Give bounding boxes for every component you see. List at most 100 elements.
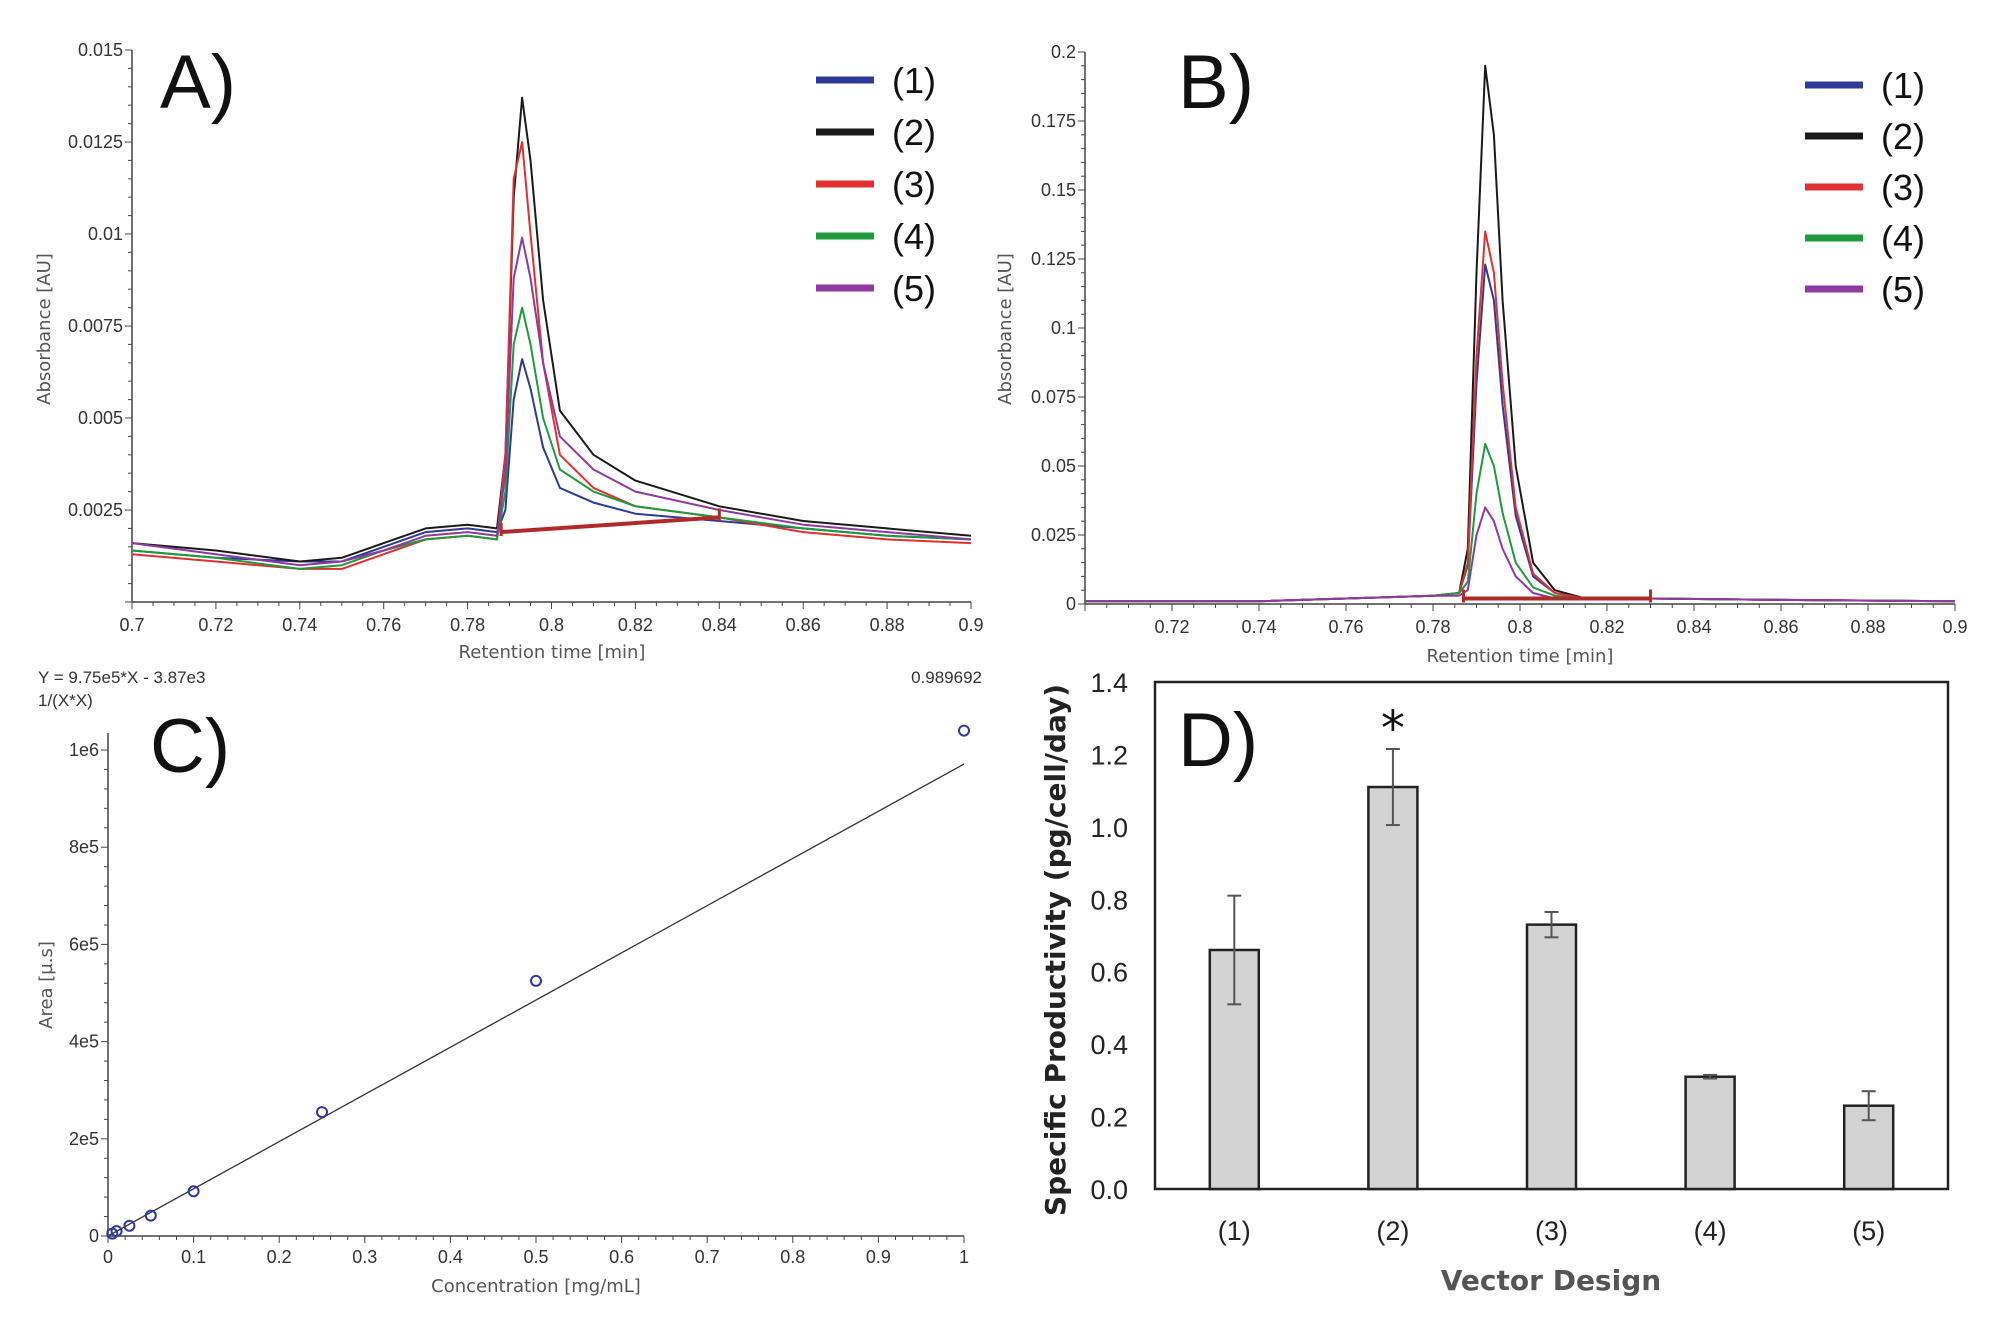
data-point [316,1106,328,1119]
y-tick-label: 0.1 [1051,318,1076,338]
x-tick-label: 0.72 [198,615,233,635]
y-tick-label: 0.0025 [68,500,123,520]
y-tick-label: 0.005 [78,408,123,428]
y-tick-label: 0.4 [1090,1030,1128,1060]
y-tick-label: 0.025 [1031,525,1076,545]
x-tick-label: 0.76 [1328,617,1363,637]
series-line-5 [131,236,972,567]
fit-r-value: 0.989692 [911,668,982,687]
legend-label: (4) [892,216,936,257]
x-tick-label: 0.84 [702,615,737,635]
y-tick-label: 0.015 [78,40,123,60]
legend-label: (2) [892,112,936,153]
x-tick-label: 0.86 [786,615,821,635]
x-tick-label: 0.8 [539,615,564,635]
y-tick-label: 0.125 [1031,249,1076,269]
panel-letter-a: A) [160,40,236,125]
x-tick-label: 1 [959,1247,969,1267]
x-tick-label: 0.8 [1507,617,1532,637]
y-tick-label: 0.05 [1041,456,1076,476]
legend-label: (1) [892,60,936,101]
x-tick-label: 0.78 [1415,617,1450,637]
panel-b: B) Retention time [min] Absorbance [AU] … [995,40,1968,667]
data-point [530,974,542,987]
x-tick-label: (1) [1218,1216,1251,1246]
x-tick-label: 0.6 [609,1247,634,1267]
x-tick-label: (3) [1535,1216,1568,1246]
x-tick-label: 0.9 [1942,617,1967,637]
y-tick-label: 2e5 [69,1129,99,1149]
legend-label: (4) [1881,218,1925,259]
bar-4 [1684,1075,1736,1191]
x-tick-label: 0.82 [1589,617,1624,637]
bar-2 [1367,785,1419,1191]
y-tick-label: 0.0125 [68,132,123,152]
panel-d: D) Vector Design Specific Productivity (… [1039,668,1950,1297]
x-tick-label: 0.84 [1676,617,1711,637]
x-axis-title-d: Vector Design [1441,1264,1661,1297]
y-tick-label: 4e5 [69,1032,99,1052]
data-point [123,1219,136,1232]
x-tick-label: 0.72 [1154,617,1189,637]
x-tick-label: 0.1 [181,1247,206,1267]
x-tick-label: 0.88 [870,615,905,635]
fit-line [107,763,965,1237]
y-tick-label: 0.075 [1031,387,1076,407]
panel-letter-d: D) [1178,698,1258,783]
y-tick-label: 1e6 [69,740,99,760]
y-tick-label: 1.2 [1090,740,1128,770]
x-tick-label: (2) [1376,1216,1409,1246]
x-tick-label: 0.7 [695,1247,720,1267]
y-axis-title-c: Area [µ.s] [36,941,57,1029]
x-tick-label: 0.78 [450,615,485,635]
x-tick-label: 0.3 [352,1247,377,1267]
y-axis-title-d: Specific Productivity (pg/cell/day) [1039,684,1072,1216]
panel-letter-c: C) [150,704,230,789]
y-tick-label: 0.175 [1031,111,1076,131]
legend-label: (1) [1881,65,1925,106]
x-tick-label: 0.5 [523,1247,548,1267]
x-tick-label: 0.7 [119,615,144,635]
panel-a: A) Retention time [min] Absorbance [AU] … [34,40,984,663]
y-tick-label: 1.4 [1090,668,1128,698]
legend-label: (2) [1881,116,1925,157]
x-tick-label: 0.74 [282,615,317,635]
y-tick-label: 0 [89,1226,99,1246]
x-axis-title-b: Retention time [min] [1427,646,1614,667]
data-point [110,1225,123,1238]
y-tick-label: 1.0 [1090,813,1128,843]
x-tick-label: 0.86 [1763,617,1798,637]
x-tick-label: 0.2 [267,1247,292,1267]
x-tick-label: 0.88 [1850,617,1885,637]
x-axis-title-c: Concentration [mg/mL] [431,1276,641,1297]
y-tick-label: 0 [1066,594,1076,614]
x-tick-label: 0.9 [866,1247,891,1267]
y-tick-label: 0.0075 [68,316,123,336]
x-tick-label: 0.9 [958,615,983,635]
data-point [187,1185,200,1198]
x-tick-label: (4) [1694,1216,1727,1246]
y-tick-label: 0.15 [1041,180,1076,200]
x-tick-label: 0 [103,1247,113,1267]
y-tick-label: 0.01 [88,224,123,244]
fit-equation: Y = 9.75e5*X - 3.87e3 [38,668,205,687]
bar-3 [1525,923,1578,1191]
y-tick-label: 8e5 [69,837,99,857]
legend-label: (5) [1881,269,1925,310]
data-point [958,724,970,737]
y-tick-label: 6e5 [69,934,99,954]
x-tick-label: 0.82 [618,615,653,635]
y-axis-title-b: Absorbance [AU] [995,253,1016,405]
panel-letter-b: B) [1178,40,1254,125]
legend-label: (5) [892,268,936,309]
data-point [144,1209,157,1222]
y-tick-label: 0.2 [1090,1103,1128,1133]
x-tick-label: 0.4 [438,1247,463,1267]
y-tick-label: 0.8 [1090,885,1128,915]
x-tick-label: 0.8 [780,1247,805,1267]
y-tick-label: 0.0 [1090,1175,1128,1205]
y-axis-title-a: Absorbance [AU] [34,253,55,405]
significance-asterisk: * [1381,701,1405,757]
